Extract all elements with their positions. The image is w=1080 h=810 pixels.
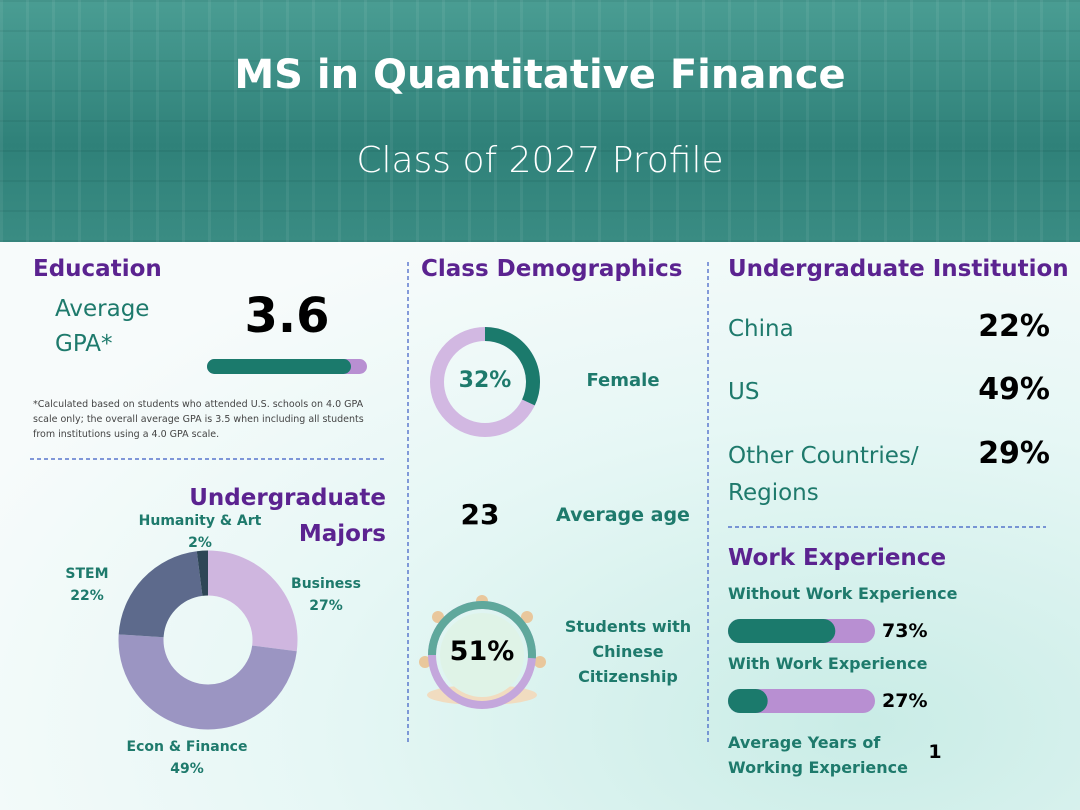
citizenship-label: Students with Chinese Citizenship	[564, 617, 692, 686]
age-label: Average age	[556, 504, 690, 526]
citizenship-value: 51%	[449, 636, 515, 667]
major-name: STEM	[65, 566, 109, 582]
donut-segment	[118, 634, 297, 730]
institution-name: Other Countries/ Regions	[728, 443, 919, 506]
institution-value: 49%	[978, 372, 1050, 407]
major-value: 49%	[170, 761, 204, 777]
footnote: *Calculated based on students who attend…	[33, 399, 364, 440]
female-label: Female	[586, 370, 660, 391]
gpa-value: 3.6	[244, 288, 330, 344]
work-label: Without Work Experience	[728, 584, 958, 603]
section-title: Education	[33, 256, 162, 282]
gpa-bar	[207, 359, 351, 374]
institution-name: US	[728, 379, 760, 405]
subtitle: Class of 2027 Profile	[356, 140, 724, 181]
major-value: 27%	[309, 598, 343, 614]
section-title: Undergraduate Institution	[728, 256, 1069, 282]
major-name: Humanity & Art	[138, 513, 262, 529]
age-value: 23	[460, 498, 500, 531]
female-value: 32%	[458, 368, 512, 393]
institution-value: 22%	[978, 309, 1050, 344]
section-title: Work Experience	[728, 545, 947, 571]
avg-years-value: 1	[928, 741, 942, 763]
work-value: 27%	[882, 690, 928, 712]
citizenship-ring	[428, 601, 536, 659]
gpa-label: Average GPA*	[55, 296, 150, 357]
institution-name: China	[728, 316, 794, 342]
work-label: With Work Experience	[728, 654, 928, 673]
section-title: Undergraduate Majors	[189, 485, 386, 547]
donut-segment	[196, 550, 209, 596]
female-ring	[484, 327, 540, 406]
header-banner	[0, 0, 1080, 242]
major-name: Econ & Finance	[126, 739, 248, 755]
major-value: 2%	[188, 535, 212, 551]
donut-segment	[206, 550, 298, 652]
title: MS in Quantitative Finance	[234, 52, 846, 98]
work-bar	[728, 619, 836, 643]
section-title: Class Demographics	[421, 256, 683, 282]
major-value: 22%	[70, 588, 104, 604]
donut-segment	[118, 551, 204, 639]
major-name: Business	[291, 576, 361, 592]
work-bar	[728, 689, 768, 713]
institution-value: 29%	[978, 436, 1050, 471]
work-value: 73%	[882, 620, 928, 642]
avg-years-label: Average Years of Working Experience	[728, 733, 909, 777]
